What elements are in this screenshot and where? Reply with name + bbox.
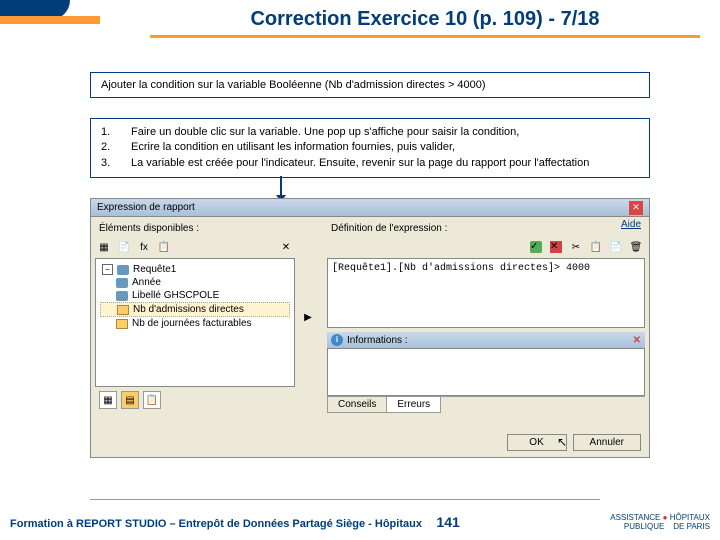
expression-textarea[interactable]: [Requête1].[Nb d'admissions directes]> 4… (327, 258, 645, 328)
steps-box: 1. 2. 3. Faire un double clic sur la var… (90, 118, 650, 178)
tab-icon[interactable]: ▦ (99, 391, 117, 409)
step-num: 2. (101, 140, 131, 155)
close-info-icon[interactable]: ✕ (633, 335, 641, 346)
toolbar-icon[interactable]: 📋 (587, 238, 605, 256)
slide-title: Correction Exercice 10 (p. 109) - 7/18 (150, 8, 700, 48)
page-number: 141 (436, 514, 459, 530)
query-icon (117, 265, 129, 275)
step-num: 3. (101, 156, 131, 171)
toolbar-icon[interactable]: fx (135, 238, 153, 256)
field-icon (116, 278, 128, 288)
title-text: Correction Exercice 10 (p. 109) - 7/18 (150, 8, 700, 31)
slide-footer: Formation à REPORT STUDIO – Entrepôt de … (10, 514, 710, 532)
tree-item[interactable]: Nb de journées facturables (100, 317, 290, 330)
expression-dialog: Expression de rapport ✕ Aide Éléments di… (90, 198, 650, 458)
tree-item-selected[interactable]: Nb d'admissions directes (100, 302, 290, 317)
transfer-buttons: ▶ (299, 221, 323, 413)
aphp-logo: ASSISTANCE ● HÔPITAUX PUBLIQUE DE PARIS (610, 514, 710, 532)
step-text: Ecrire la condition en utilisant les inf… (131, 140, 639, 155)
info-content (327, 348, 645, 396)
elements-tree[interactable]: − Requête1 Année Libellé GHSCPOLE Nb d'a… (95, 258, 295, 387)
available-elements-panel: Éléments disponibles : ▦ 📄 fx 📋 ✕ − Requ… (95, 221, 295, 413)
arrow-down-icon (280, 176, 282, 196)
tab-icon[interactable]: 📋 (143, 391, 161, 409)
tree-root[interactable]: − Requête1 (100, 263, 290, 276)
field-icon (116, 291, 128, 301)
expression-panel: Définition de l'expression : ✓ ✕ ✂ 📋 📄 🗑… (327, 221, 645, 413)
info-icon: i (331, 334, 343, 346)
toolbar-icon[interactable]: 📄 (607, 238, 625, 256)
collapse-icon[interactable]: − (102, 264, 113, 275)
tree-item[interactable]: Libellé GHSCPOLE (100, 289, 290, 302)
tab-icon[interactable]: ▤ (121, 391, 139, 409)
step-num: 1. (101, 125, 131, 140)
dialog-title-text: Expression de rapport (97, 202, 195, 213)
footer-text: Formation à REPORT STUDIO – Entrepôt de … (10, 518, 422, 530)
validate-icon[interactable]: ✓ (527, 238, 545, 256)
calc-field-icon (117, 305, 129, 315)
cursor-icon: ↖ (557, 435, 567, 449)
toolbar-icon[interactable]: 📋 (155, 238, 173, 256)
header-logo-strip (0, 0, 120, 40)
step-text: La variable est créée pour l'indicateur.… (131, 156, 639, 171)
footer-divider (90, 499, 600, 500)
close-icon[interactable]: ✕ (629, 201, 643, 215)
info-label: Informations : (347, 335, 408, 346)
close-panel-icon[interactable]: ✕ (277, 238, 295, 256)
calc-field-icon (116, 319, 128, 329)
toolbar-icon[interactable]: 🗑 (627, 238, 645, 256)
step-text: Faire un double clic sur la variable. Un… (131, 125, 639, 140)
cancel-button[interactable]: Annuler (573, 434, 641, 451)
instruction-text: Ajouter la condition sur la variable Boo… (101, 79, 486, 91)
move-right-icon[interactable]: ▶ (299, 308, 317, 326)
tab-conseils[interactable]: Conseils (327, 397, 387, 413)
toolbar-icon[interactable]: ▦ (95, 238, 113, 256)
error-icon[interactable]: ✕ (547, 238, 565, 256)
panel-header: Définition de l'expression : (327, 221, 645, 236)
tree-item[interactable]: Année (100, 276, 290, 289)
panel-header: Éléments disponibles : (95, 221, 295, 236)
help-link[interactable]: Aide (621, 219, 641, 230)
info-header: i Informations : ✕ (327, 332, 645, 348)
tab-erreurs[interactable]: Erreurs (386, 397, 441, 413)
instruction-box: Ajouter la condition sur la variable Boo… (90, 72, 650, 98)
dialog-titlebar[interactable]: Expression de rapport ✕ (91, 199, 649, 217)
toolbar-icon[interactable]: ✂ (567, 238, 585, 256)
toolbar-icon[interactable]: 📄 (115, 238, 133, 256)
